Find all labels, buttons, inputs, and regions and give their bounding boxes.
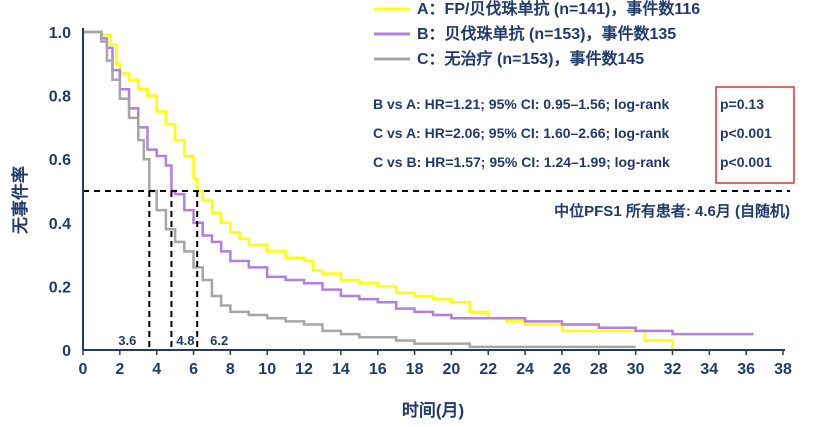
legend: A：FP/贝伐珠单抗 (n=141)，事件数116 B：贝伐珠单抗 (n=153)…	[374, 0, 700, 68]
comparison-p-value: p<0.001	[720, 125, 772, 141]
p-value-box	[715, 86, 795, 184]
x-tick-label: 38	[774, 361, 792, 378]
y-axis-title: 无事件率	[10, 166, 30, 235]
x-tick-label: 32	[664, 361, 682, 378]
median-label: 6.2	[210, 333, 228, 348]
x-tick-label: 20	[443, 361, 461, 378]
median-label: 4.8	[176, 333, 194, 348]
y-tick-label: 0.6	[49, 152, 71, 169]
x-tick-label: 18	[406, 361, 424, 378]
x-tick-label: 24	[516, 361, 534, 378]
series-line-c	[83, 30, 636, 349]
legend-label: B：贝伐珠单抗 (n=153)，事件数135	[417, 24, 676, 43]
comparison-stats: B vs A: HR=1.21; 95% CI: 0.95–1.56; log-…	[373, 86, 795, 184]
x-tick-label: 36	[737, 361, 755, 378]
x-tick-label: 4	[152, 361, 161, 378]
x-tick-label: 30	[627, 361, 645, 378]
comparison-text: C vs B: HR=1.57; 95% CI: 1.24–1.99; log-…	[373, 154, 670, 170]
x-tick-label: 8	[226, 361, 235, 378]
x-tick-label: 16	[369, 361, 387, 378]
legend-label: A：FP/贝伐珠单抗 (n=141)，事件数116	[417, 0, 700, 18]
x-tick-label: 0	[79, 361, 88, 378]
comparison-p-value: p<0.001	[720, 154, 772, 170]
x-tick-label: 26	[553, 361, 571, 378]
reference-lines-group: 3.6 4.8 6.2	[83, 190, 790, 350]
y-tick-label: 0.4	[49, 216, 71, 233]
comparison-text: B vs A: HR=1.21; 95% CI: 0.95–1.56; log-…	[373, 96, 670, 112]
y-tick-label: 1.0	[49, 25, 71, 42]
legend-label: C：无治疗 (n=153)，事件数145	[417, 49, 644, 68]
x-tick-label: 10	[258, 361, 276, 378]
x-tick-label: 28	[590, 361, 608, 378]
series-line-b	[83, 30, 754, 336]
tick-labels-group: 0 2 4 6 8 10 12 14 16 18 20 22 24 26 28 30 32 34 36 3800.20…	[49, 25, 792, 378]
x-axis-title: 时间(月)	[402, 400, 464, 420]
x-tick-label: 22	[479, 361, 497, 378]
x-tick-label: 14	[332, 361, 350, 378]
x-tick-label: 12	[295, 361, 313, 378]
axes-group	[82, 28, 785, 351]
x-tick-label: 6	[189, 361, 198, 378]
median-label: 3.6	[118, 333, 136, 348]
y-tick-label: 0	[62, 343, 71, 360]
comparison-p-value: p=0.13	[720, 96, 764, 112]
median-pfs-note: 中位PFS1 所有患者: 4.6月 (自随机)	[554, 202, 790, 220]
y-tick-label: 0.2	[49, 279, 71, 296]
x-tick-label: 2	[115, 361, 124, 378]
comparison-text: C vs A: HR=2.06; 95% CI: 1.60–2.66; log-…	[373, 125, 670, 141]
y-tick-label: 0.8	[49, 89, 71, 106]
plot-series-group	[83, 30, 754, 350]
x-tick-label: 34	[700, 361, 718, 378]
